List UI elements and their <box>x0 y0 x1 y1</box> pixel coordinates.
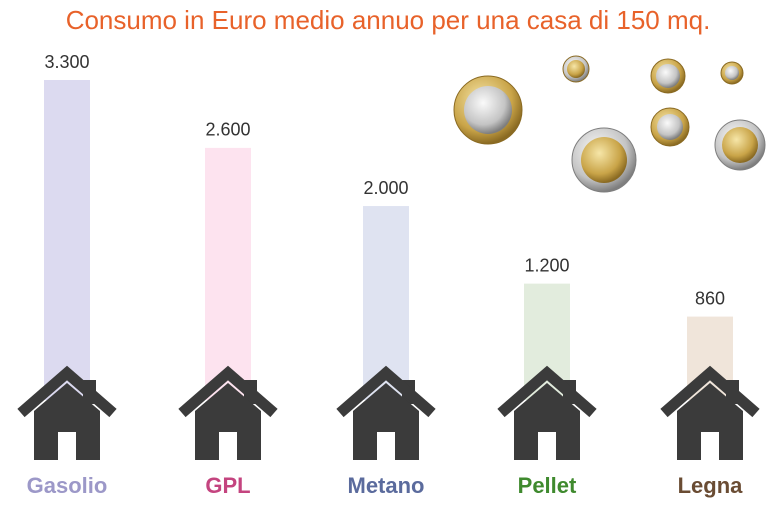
house-body <box>195 383 261 460</box>
category-label: Gasolio <box>27 473 108 498</box>
category-label: Pellet <box>518 473 577 498</box>
value-label: 860 <box>695 288 725 308</box>
house-roof <box>336 365 436 418</box>
value-label: 2.000 <box>363 178 408 198</box>
value-label: 1.200 <box>524 255 569 275</box>
category-label: Metano <box>348 473 425 498</box>
value-label: 2.600 <box>205 120 250 140</box>
bar <box>44 80 90 400</box>
value-label: 3.300 <box>44 52 89 72</box>
house-roof <box>497 365 597 418</box>
chart-title: Consumo in Euro medio annuo per una casa… <box>66 5 711 35</box>
house-door <box>58 432 76 460</box>
house-door <box>701 432 719 460</box>
category-label: Legna <box>678 473 744 498</box>
coins <box>453 55 766 193</box>
bar <box>205 147 251 400</box>
house-door <box>538 432 556 460</box>
house-roof <box>17 365 117 418</box>
house-roof <box>660 365 760 418</box>
house-door <box>377 432 395 460</box>
house-roof <box>178 365 278 418</box>
house-body <box>514 383 580 460</box>
category-label: GPL <box>205 473 250 498</box>
house-body <box>34 383 100 460</box>
house-body <box>677 383 743 460</box>
house-door <box>219 432 237 460</box>
house-body <box>353 383 419 460</box>
